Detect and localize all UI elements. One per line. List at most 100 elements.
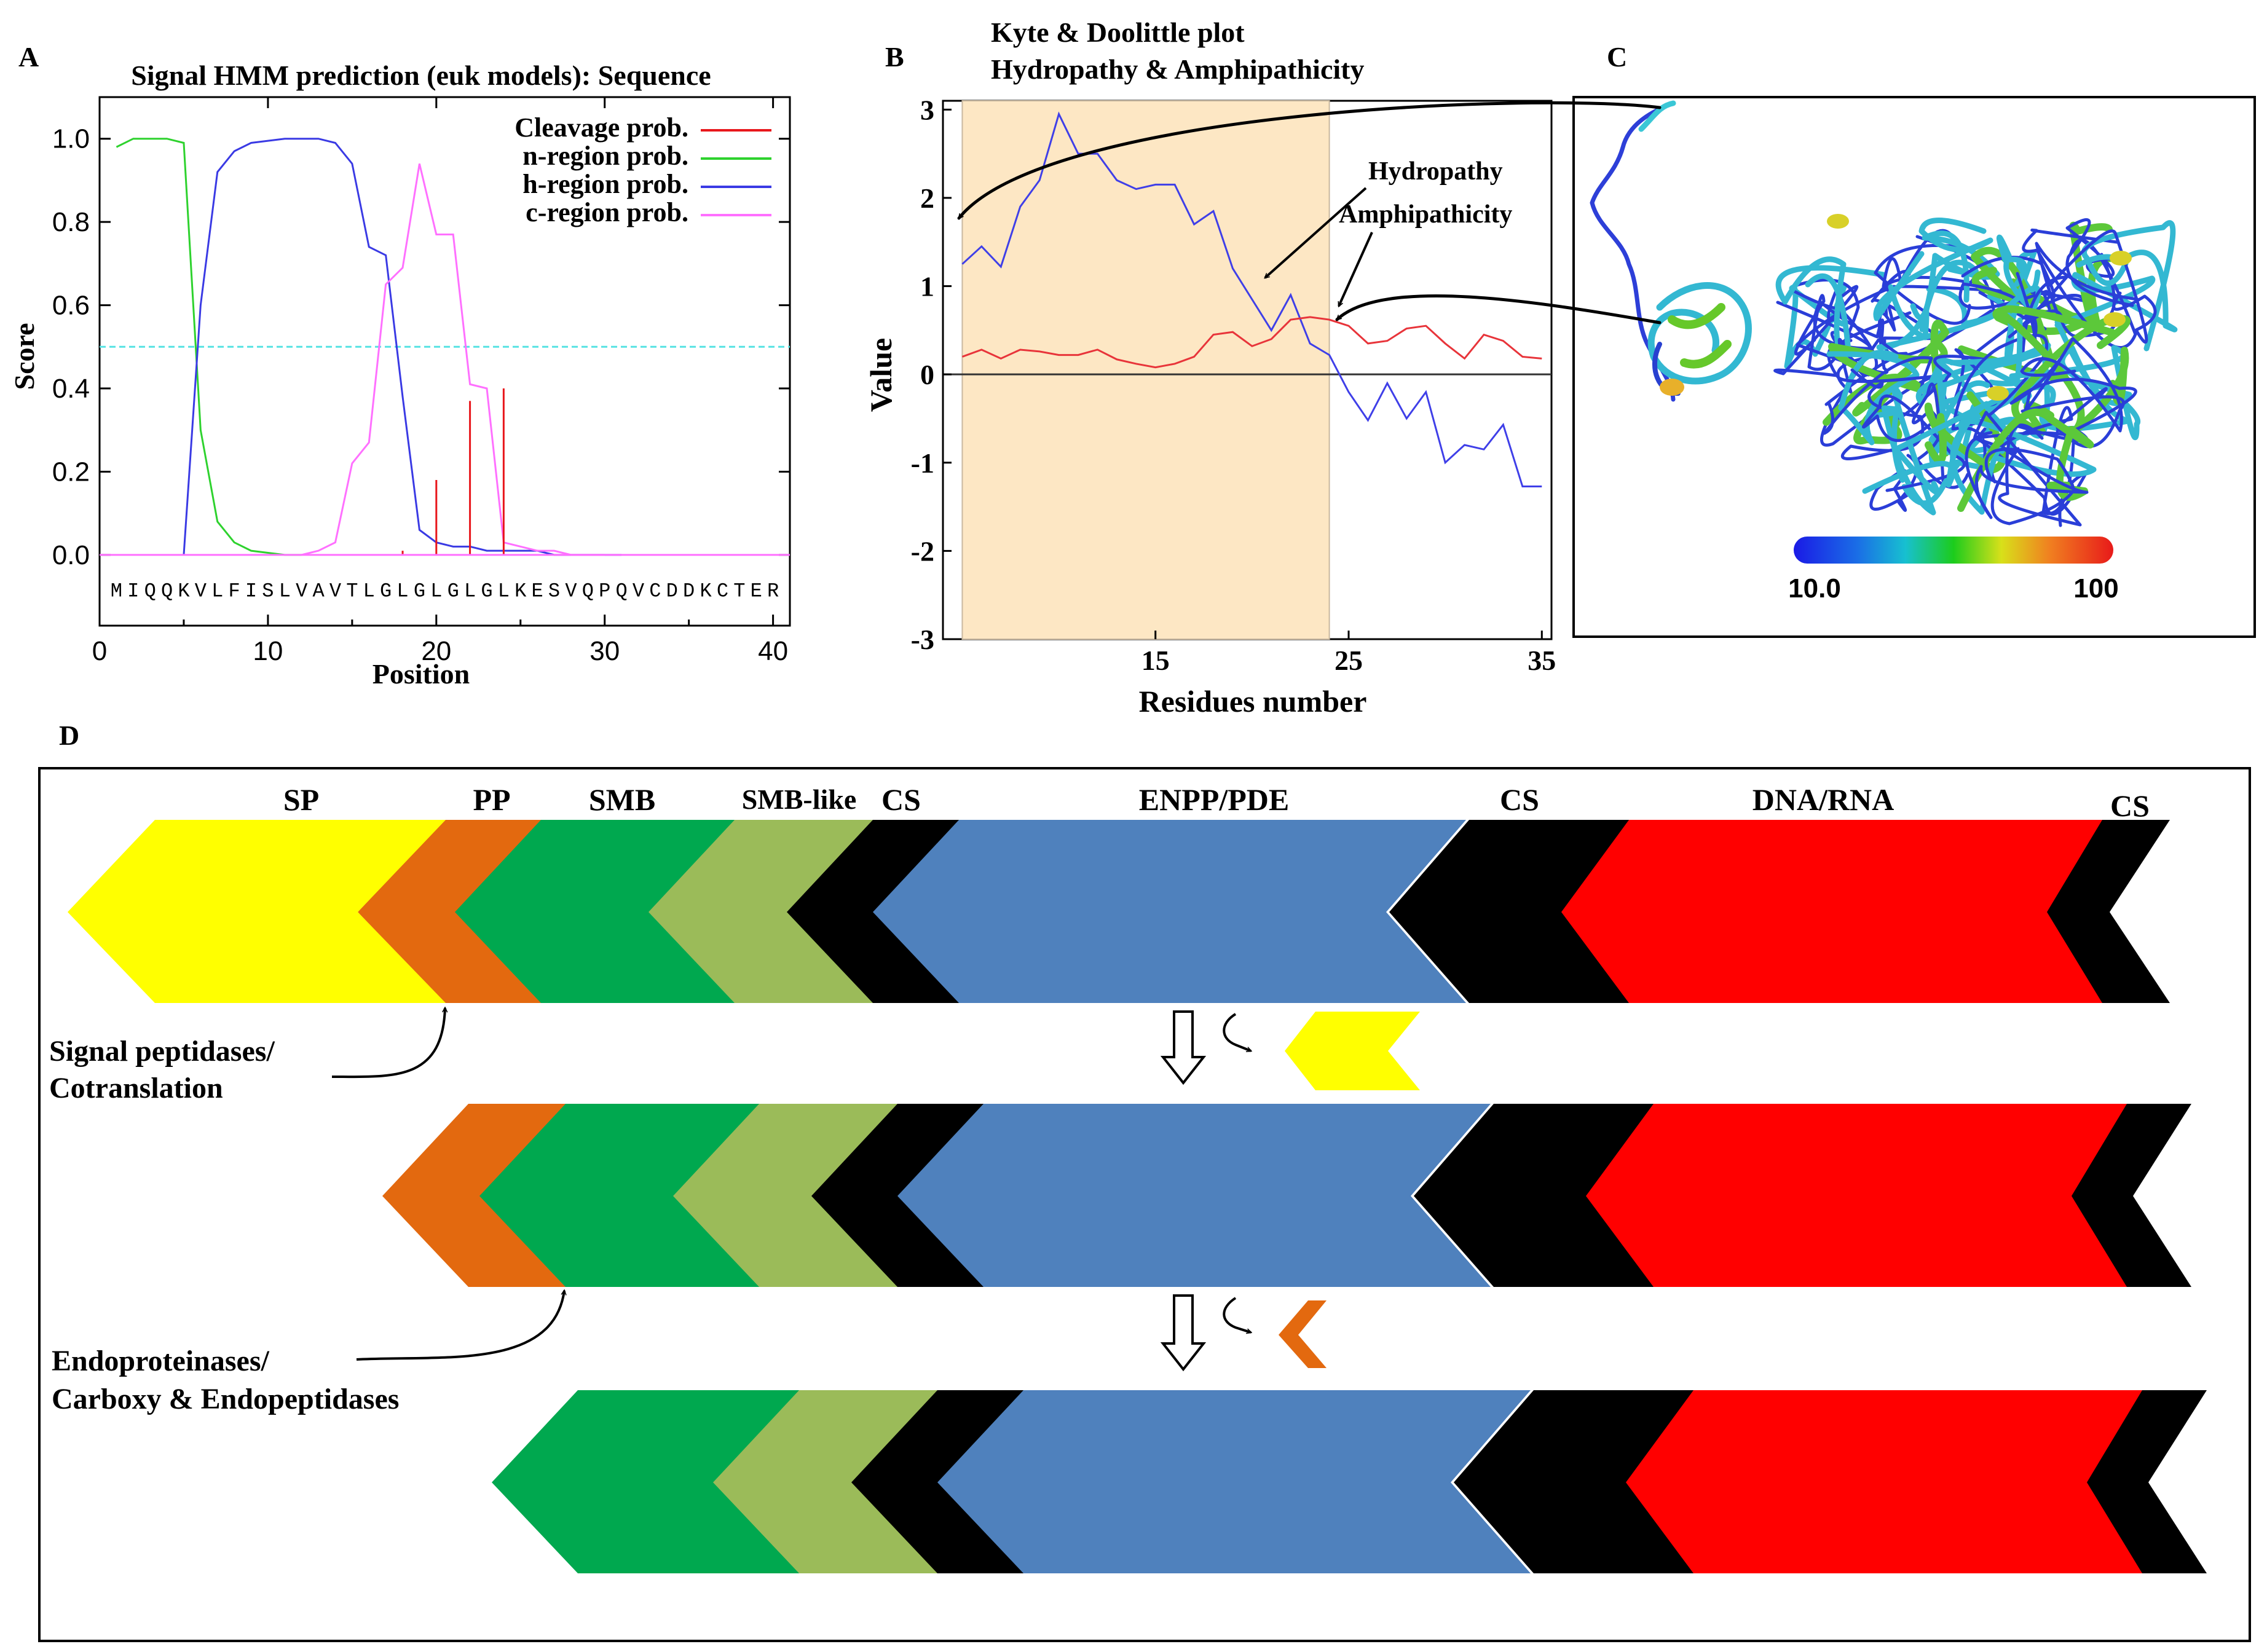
sequence-residue: E xyxy=(751,580,762,603)
sequence-residue: K xyxy=(178,580,190,603)
cs-block-2-row2 xyxy=(1414,1104,1654,1287)
panel-a-title: Signal HMM prediction (euk models): Sequ… xyxy=(131,60,711,91)
hydropathy-arrow xyxy=(1265,187,1367,278)
high-b-factor-blob xyxy=(2110,251,2132,266)
hydropathy-annotation: Hydropathy xyxy=(1368,157,1503,186)
ribbon-segment xyxy=(1973,411,2082,527)
sequence-residue: T xyxy=(733,580,745,603)
a-xtick-label: 30 xyxy=(589,636,620,666)
ribbon-segment xyxy=(1775,256,1887,363)
b-ytick-label: -1 xyxy=(911,447,934,479)
signal-peptidase-label-1: Signal peptidases/ xyxy=(49,1035,275,1068)
color-scale-min: 10.0 xyxy=(1788,573,1841,604)
structure-to-amphipathicity-arrow xyxy=(1335,294,1662,324)
panel-b-xlabel: Residues number xyxy=(1139,684,1367,718)
cs-block-2 xyxy=(1389,820,1629,1003)
sequence-residue: R xyxy=(767,580,779,603)
sequence-residue: Q xyxy=(161,580,173,603)
h-region-prob-line xyxy=(183,138,622,556)
b-ytick-label: 0 xyxy=(920,359,934,390)
enpp-pde-block-row2 xyxy=(885,1104,1491,1287)
high-b-factor-blob xyxy=(1987,386,2009,401)
ribbon-segment xyxy=(1910,230,2000,321)
sequence-residue: K xyxy=(515,580,527,603)
ribbon-segment xyxy=(1924,391,2007,473)
sequence-residue: T xyxy=(346,580,358,603)
domain-label-cs-1: CS xyxy=(881,782,921,817)
b-ytick-label: -2 xyxy=(911,535,934,567)
smb-like-block xyxy=(642,820,873,1003)
b-ytick-label: 2 xyxy=(920,183,934,214)
ribbon-segment xyxy=(1862,401,1990,495)
sequence-residue: D xyxy=(683,580,695,603)
domain-label-pp: PP xyxy=(473,782,510,817)
a-xtick-label: 0 xyxy=(92,636,107,666)
signal-peptidase-label-2: Cotranslation xyxy=(49,1072,223,1104)
sequence-residue: M xyxy=(111,580,122,603)
panel-b-ylabel: Value xyxy=(864,338,898,412)
ribbon-segment xyxy=(1958,246,2068,382)
sequence-residue: Q xyxy=(615,580,627,603)
ribbon-segment xyxy=(1862,394,1966,492)
sequence-residue: I xyxy=(127,580,139,603)
precursor-row-pro xyxy=(382,1104,2191,1287)
a-legend-label: n-region prob. xyxy=(522,141,688,171)
amphipathicity-line xyxy=(961,316,1542,369)
domain-label-sp: SP xyxy=(283,782,319,817)
ribbon-segment xyxy=(2048,229,2157,344)
sequence-residue: L xyxy=(363,580,375,603)
panel-label-d: D xyxy=(59,720,79,751)
a-legend-label: h-region prob. xyxy=(522,169,688,199)
sequence-residue: C xyxy=(649,580,661,603)
color-scale-max: 100 xyxy=(2073,573,2118,604)
domain-label-cs-2: CS xyxy=(1500,782,1539,817)
processing-arrow-1 xyxy=(1160,1010,1207,1085)
panel-a-plot: 0.0 0.2 0.4 0.6 0.8 1.0 0 10 20 30 40 Cleavage prob… xyxy=(52,96,791,666)
enpp-pde-block-row3 xyxy=(925,1390,1531,1573)
sequence-residue: Q xyxy=(144,580,156,603)
sequence-residue: G xyxy=(414,580,425,603)
sequence-residue: V xyxy=(296,580,308,603)
domain-labels: SP PP SMB SMB-like CS ENPP/PDE CS DNA/RN… xyxy=(283,782,2150,823)
sequence-residue: S xyxy=(548,580,560,603)
sequence-residue: G xyxy=(380,580,392,603)
dna-rna-block xyxy=(1534,820,2102,1003)
sequence-residue: E xyxy=(532,580,543,603)
domain-label-smb: SMB xyxy=(589,782,655,817)
sequence-residue: C xyxy=(717,580,728,603)
sequence-residue: L xyxy=(396,580,408,603)
a-xtick-label: 20 xyxy=(421,636,451,666)
sequence-residue: F xyxy=(229,580,240,603)
panel-b-subtitle: Hydropathy & Amphipathicity xyxy=(991,53,1364,85)
a-ytick-label: 0.4 xyxy=(52,374,90,404)
enpp-pde-block xyxy=(861,820,1466,1003)
panel-d: D SP PP SMB SMB-like CS ENPP/PDE CS DNA/… xyxy=(38,720,2251,1642)
panel-a-xlabel: Position xyxy=(373,658,470,690)
ribbon-segment xyxy=(1867,385,1936,516)
sequence-residue: L xyxy=(464,580,476,603)
panel-label-b: B xyxy=(885,41,904,73)
sequence-residue: V xyxy=(633,580,645,603)
structure-to-hydropathy-arrow xyxy=(957,101,1662,220)
domain-label-dna-rna: DNA/RNA xyxy=(1752,782,1894,817)
ribbon-segment xyxy=(1965,431,2089,519)
precursor-row-full xyxy=(68,820,2170,1003)
color-scale-bar xyxy=(1794,537,2113,564)
sequence-residue: P xyxy=(599,580,610,603)
ribbon-segment xyxy=(1984,447,2076,525)
a-ytick-label: 0.2 xyxy=(52,457,90,487)
sequence-residue: D xyxy=(666,580,678,603)
c-region-prob-line xyxy=(301,163,605,556)
a-ytick-label: 0.8 xyxy=(52,207,90,237)
panel-b-title: Kyte & Doolittle plot xyxy=(991,17,1245,48)
sequence-residue: Q xyxy=(582,580,594,603)
b-ytick-label: 3 xyxy=(920,94,934,125)
hydropathy-line xyxy=(961,111,1542,488)
endoproteinase-label-1: Endoproteinases/ xyxy=(52,1345,270,1377)
panel-b-plot: 3 2 1 0 -1 -2 -3 15 25 35 xyxy=(911,94,1556,676)
sequence-residue: I xyxy=(245,580,257,603)
sp-block xyxy=(68,820,446,1003)
a-legend-label: Cleavage prob. xyxy=(515,112,688,143)
ribbon-segment xyxy=(1873,218,1993,321)
